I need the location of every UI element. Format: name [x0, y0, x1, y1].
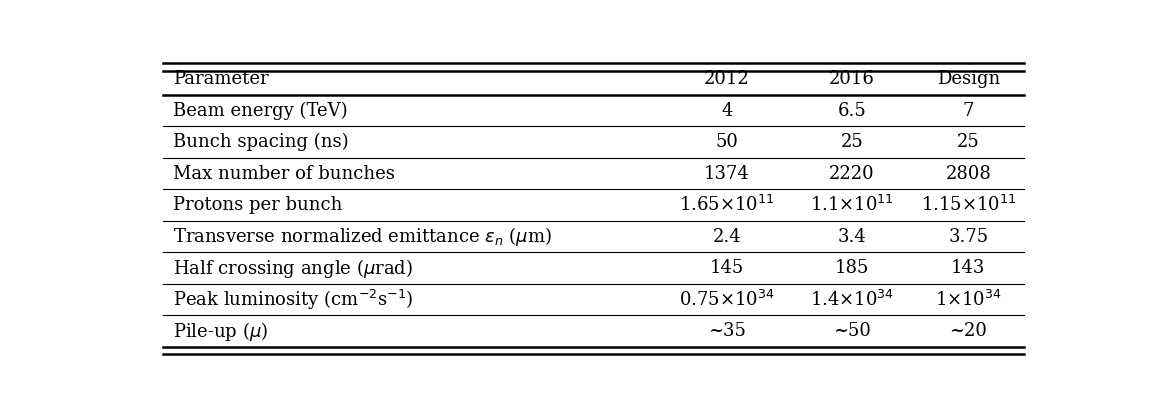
- Text: ~50: ~50: [833, 322, 871, 340]
- Text: 185: 185: [835, 259, 870, 277]
- Text: 145: 145: [710, 259, 745, 277]
- Text: 2220: 2220: [829, 164, 874, 182]
- Text: Bunch spacing (ns): Bunch spacing (ns): [174, 133, 349, 151]
- Text: Peak luminosity (cm$^{-2}$s$^{-1}$): Peak luminosity (cm$^{-2}$s$^{-1}$): [174, 288, 413, 312]
- Text: ~20: ~20: [950, 322, 987, 340]
- Text: 3.4: 3.4: [837, 228, 866, 246]
- Text: Protons per bunch: Protons per bunch: [174, 196, 343, 214]
- Text: Beam energy (TeV): Beam energy (TeV): [174, 102, 349, 120]
- Text: 0.75×10$^{34}$: 0.75×10$^{34}$: [680, 290, 775, 310]
- Text: 1.65×10$^{11}$: 1.65×10$^{11}$: [680, 195, 775, 215]
- Text: Pile-up ($\mu$): Pile-up ($\mu$): [174, 320, 269, 342]
- Text: 1×10$^{34}$: 1×10$^{34}$: [935, 290, 1002, 310]
- Text: 25: 25: [841, 133, 864, 151]
- Text: 4: 4: [721, 102, 733, 120]
- Text: 25: 25: [957, 133, 980, 151]
- Text: Parameter: Parameter: [174, 70, 269, 88]
- Text: Transverse normalized emittance $\epsilon_n$ ($\mu$m): Transverse normalized emittance $\epsilo…: [174, 225, 552, 248]
- Text: 2012: 2012: [704, 70, 750, 88]
- Text: 1.15×10$^{11}$: 1.15×10$^{11}$: [921, 195, 1016, 215]
- Text: 1374: 1374: [704, 164, 750, 182]
- Text: 1.1×10$^{11}$: 1.1×10$^{11}$: [811, 195, 894, 215]
- Text: 2808: 2808: [945, 164, 991, 182]
- Text: Max number of bunches: Max number of bunches: [174, 164, 395, 182]
- Text: 50: 50: [716, 133, 739, 151]
- Text: ~35: ~35: [708, 322, 746, 340]
- Text: 3.75: 3.75: [948, 228, 988, 246]
- Text: 1.4×10$^{34}$: 1.4×10$^{34}$: [809, 290, 894, 310]
- Text: 2.4: 2.4: [712, 228, 741, 246]
- Text: Design: Design: [937, 70, 999, 88]
- Text: 7: 7: [962, 102, 974, 120]
- Text: 6.5: 6.5: [837, 102, 866, 120]
- Text: 143: 143: [951, 259, 985, 277]
- Text: Half crossing angle ($\mu$rad): Half crossing angle ($\mu$rad): [174, 256, 413, 280]
- Text: 2016: 2016: [829, 70, 875, 88]
